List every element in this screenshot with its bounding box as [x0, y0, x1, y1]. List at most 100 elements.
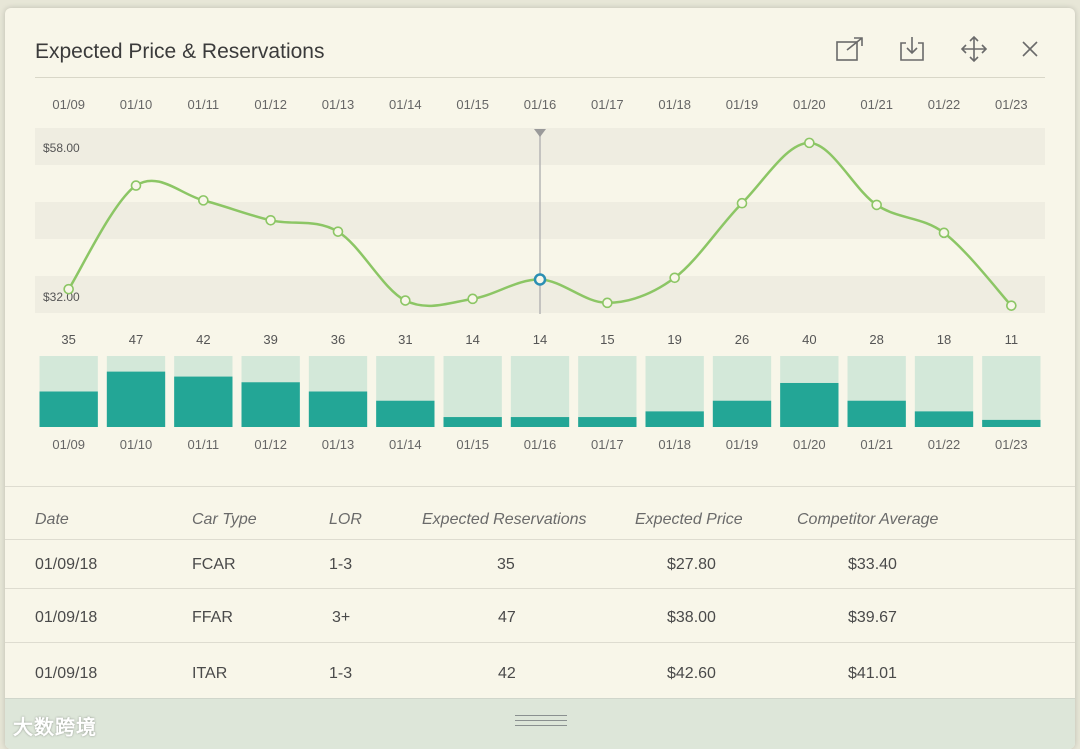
cell-date: 01/09/18 — [35, 556, 98, 573]
reservation-bar — [780, 382, 839, 427]
x-tick-label-bottom: 01/13 — [322, 437, 355, 452]
price-point — [332, 226, 344, 237]
price-point — [63, 283, 74, 295]
x-tick-label-bottom: 01/22 — [928, 437, 961, 452]
price-point — [265, 214, 276, 226]
reservation-bar — [174, 376, 233, 427]
reservation-bar — [645, 411, 704, 427]
selection-marker-triangle — [534, 129, 546, 137]
x-tick-label-bottom: 01/17 — [591, 437, 624, 452]
bar-value-label: 35 — [61, 332, 75, 347]
header-car-type[interactable]: Car Type — [192, 511, 257, 528]
cell-competitor-average: $33.40 — [848, 556, 897, 573]
reservation-bar — [308, 391, 368, 427]
bar-value-label: 14 — [533, 332, 547, 347]
price-point — [804, 137, 815, 149]
x-tick-label-bottom: 01/11 — [188, 437, 220, 452]
x-tick-label-top: 01/12 — [254, 97, 287, 112]
bar-track — [578, 356, 637, 427]
price-point — [871, 199, 882, 211]
x-tick-label-top: 01/20 — [793, 97, 826, 112]
x-tick-label-top: 01/13 — [322, 97, 355, 112]
x-tick-label-top: 01/18 — [658, 97, 691, 112]
reservation-bar — [443, 417, 502, 427]
x-tick-label-bottom: 01/09 — [52, 437, 85, 452]
header-competitor-average[interactable]: Competitor Average — [797, 511, 939, 528]
cell-expected-reservations: 47 — [498, 609, 516, 626]
cell-expected-price: $42.60 — [667, 665, 716, 682]
price-point — [602, 297, 613, 309]
reservation-bar — [106, 371, 166, 427]
cell-competitor-average: $41.01 — [848, 665, 897, 682]
x-tick-label-top: 01/16 — [524, 97, 557, 112]
header-lor[interactable]: LOR — [329, 511, 362, 528]
cell-car-type: ITAR — [192, 665, 228, 682]
bar-value-label: 42 — [196, 332, 210, 347]
bar-value-label: 15 — [600, 332, 614, 347]
x-tick-label-bottom: 01/23 — [995, 437, 1028, 452]
bar-value-label: 18 — [937, 332, 951, 347]
x-tick-label-bottom: 01/21 — [860, 437, 893, 452]
download-icon — [900, 37, 924, 61]
table-header-row: Date Car Type LOR Expected Reservations … — [5, 486, 1075, 539]
table-row[interactable]: 01/09/18 FFAR 3+ 47 $38.00 $39.67 — [5, 588, 1075, 643]
download-button[interactable] — [897, 34, 927, 64]
move-icon — [960, 35, 988, 63]
header-date[interactable]: Date — [35, 511, 69, 528]
cell-competitor-average: $39.67 — [848, 609, 897, 626]
price-point — [400, 295, 411, 306]
panel-title: Expected Price & Reservations — [35, 40, 325, 63]
price-point — [130, 180, 142, 191]
bar-value-label: 36 — [331, 332, 345, 347]
close-button[interactable] — [1015, 34, 1045, 64]
reservation-bar — [510, 417, 570, 427]
x-tick-label-bottom: 01/20 — [793, 437, 826, 452]
table-row[interactable]: 01/09/18 ITAR 1-3 42 $42.60 $41.01 — [5, 642, 1075, 699]
bar-value-label: 28 — [869, 332, 883, 347]
y-tick-label-min: $32.00 — [43, 290, 80, 304]
bar-value-label: 26 — [735, 332, 749, 347]
header-expected-reservations[interactable]: Expected Reservations — [422, 511, 587, 528]
reservation-bar — [241, 382, 300, 427]
cell-expected-reservations: 35 — [497, 556, 515, 573]
x-tick-label-top: 01/21 — [860, 97, 893, 112]
cell-car-type: FFAR — [192, 609, 233, 626]
x-tick-label-top: 01/22 — [928, 97, 961, 112]
reservation-bar — [578, 417, 637, 427]
x-tick-label-bottom: 01/14 — [389, 437, 422, 452]
reservation-bar — [847, 400, 906, 427]
price-point — [467, 293, 478, 305]
bar-track — [443, 356, 502, 427]
resize-handle[interactable] — [515, 715, 567, 733]
x-tick-label-top: 01/19 — [726, 97, 759, 112]
panel-footer: 大数跨境 — [5, 698, 1075, 749]
cell-lor: 1-3 — [329, 556, 353, 573]
price-point-selected — [533, 273, 547, 286]
close-icon — [1022, 41, 1038, 57]
bar-value-label: 11 — [1005, 332, 1019, 347]
bar-track — [510, 356, 570, 427]
bar-track — [982, 356, 1041, 427]
x-tick-label-bottom: 01/10 — [120, 437, 153, 452]
x-tick-label-top: 01/10 — [120, 97, 153, 112]
header-expected-price[interactable]: Expected Price — [635, 511, 743, 528]
x-tick-label-bottom: 01/18 — [658, 437, 691, 452]
header-divider — [35, 77, 1045, 78]
price-reservation-chart: 01/09 01/10 01/11 01/12 01/13 01/14 01/15 01/16… — [35, 97, 1045, 452]
table-row[interactable]: 01/09/18 FCAR 1-3 35 $27.80 $33.40 — [5, 539, 1075, 589]
chart-panel: Expected Price & Reservations — [5, 8, 1075, 749]
cell-expected-price: $27.80 — [667, 556, 716, 573]
x-tick-label-bottom: 01/12 — [254, 437, 287, 452]
x-tick-label-top: 01/11 — [188, 97, 220, 112]
move-button[interactable] — [959, 34, 989, 64]
bar-value-label: 47 — [129, 332, 143, 347]
bar-value-label: 14 — [465, 332, 479, 347]
price-point — [938, 227, 950, 239]
open-external-icon — [836, 37, 863, 61]
x-tick-label-bottom: 01/19 — [726, 437, 759, 452]
y-tick-label-max: $58.00 — [43, 141, 80, 155]
cell-expected-reservations: 42 — [498, 665, 516, 682]
price-point — [1006, 300, 1017, 311]
x-tick-label-bottom: 01/16 — [524, 437, 557, 452]
open-external-button[interactable] — [835, 34, 865, 64]
